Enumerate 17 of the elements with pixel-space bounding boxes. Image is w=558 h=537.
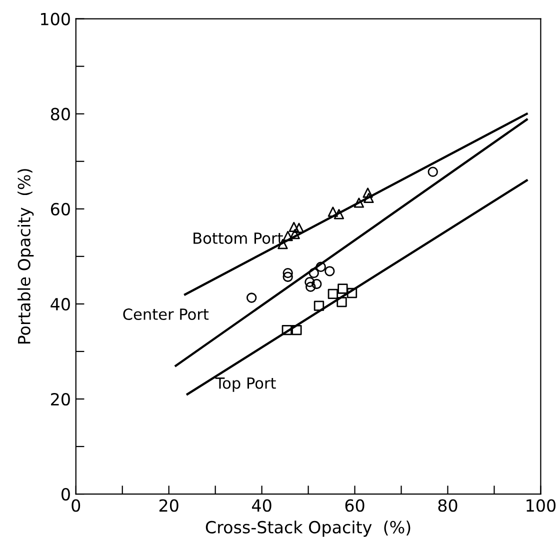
y-tick-label: 20: [51, 392, 70, 406]
y-tick-label: 80: [50, 108, 70, 120]
x-tick-label: 100: [526, 499, 556, 512]
series-label: Bottom Port: [194, 232, 283, 244]
y-tick-label: 60: [50, 202, 70, 216]
x-tick-label: 40: [252, 499, 272, 512]
x-tick-label: 60: [345, 499, 364, 512]
y-tick-label: 40: [50, 298, 70, 311]
x-axis-title: Cross-Stack Opacity (%): [206, 520, 410, 537]
y-tick-label: 0: [62, 488, 70, 501]
x-tick-label: 20: [159, 499, 178, 512]
x-tick-label: 80: [438, 499, 458, 512]
x-tick-label: 0: [72, 499, 80, 512]
y-axis-title: Portable Opacity (%): [18, 169, 34, 344]
series-label: Center Port: [123, 308, 209, 320]
y-tick-label: 100: [41, 12, 70, 26]
series-label: Top Port: [215, 378, 276, 392]
